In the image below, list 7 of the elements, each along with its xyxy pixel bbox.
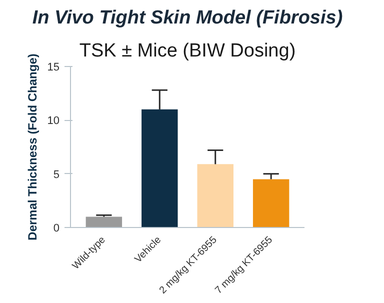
- y-tick-label: 5: [53, 168, 60, 181]
- chart-title: In Vivo Tight Skin Model (Fibrosis): [32, 8, 343, 28]
- y-axis-title: Dermal Thickness (Fold Change): [25, 54, 40, 240]
- y-tick-label: 0: [53, 222, 60, 234]
- chart-subtitle: TSK ± Mice (BIW Dosing): [79, 40, 296, 62]
- y-tick-label: 15: [47, 62, 60, 74]
- y-tick-label: 10: [47, 115, 60, 128]
